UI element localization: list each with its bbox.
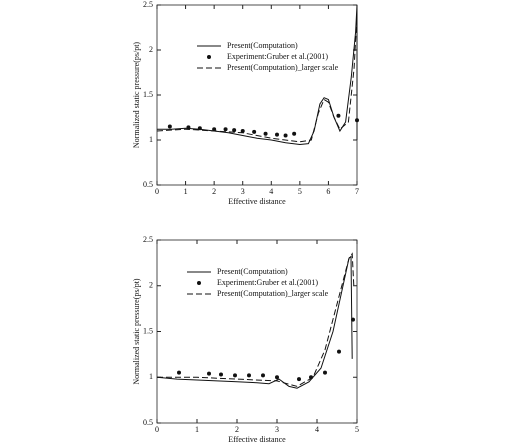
y-tick-label: 1.5 bbox=[143, 90, 153, 99]
data-point bbox=[232, 128, 237, 133]
data-point bbox=[252, 129, 257, 134]
x-tick-label: 0 bbox=[155, 187, 159, 196]
x-tick-label: 2 bbox=[212, 187, 216, 196]
legend-label: Present(Computation) bbox=[227, 41, 298, 50]
data-point bbox=[167, 124, 172, 129]
y-tick-label: 1 bbox=[149, 135, 153, 144]
data-point bbox=[197, 126, 202, 131]
x-tick-label: 6 bbox=[326, 187, 330, 196]
y-tick-label: 0.5 bbox=[143, 180, 153, 189]
data-point bbox=[207, 371, 211, 376]
x-tick-label: 1 bbox=[195, 425, 199, 434]
y-tick-label: 2.5 bbox=[143, 235, 153, 244]
data-point bbox=[223, 127, 228, 132]
plot-frame bbox=[156, 4, 358, 186]
y-tick-label: 2 bbox=[149, 45, 153, 54]
x-tick-label: 4 bbox=[269, 187, 273, 196]
x-tick-label: 4 bbox=[315, 425, 319, 434]
data-point bbox=[283, 133, 288, 138]
y-tick-label: 1 bbox=[149, 372, 153, 381]
x-axis-label: Effective distance bbox=[228, 435, 286, 443]
x-tick-label: 0 bbox=[155, 425, 159, 434]
y-tick-label: 1.5 bbox=[143, 326, 153, 335]
data-point bbox=[336, 113, 341, 118]
data-point bbox=[297, 377, 301, 382]
data-line bbox=[156, 13, 358, 143]
data-point bbox=[292, 131, 297, 136]
y-axis-label: Normalized static pressure(ps/pt) bbox=[132, 42, 141, 149]
data-line bbox=[157, 252, 355, 387]
legend-label: Experiment:Gruber et al.(2001) bbox=[217, 278, 318, 287]
x-axis-label: Effective distance bbox=[228, 197, 286, 206]
legend-marker bbox=[197, 281, 201, 285]
data-point bbox=[186, 125, 191, 130]
legend-label: Present(Computation)_larger scale bbox=[227, 63, 339, 72]
y-axis-label: Normalized static pressure(ps/pt) bbox=[132, 278, 141, 385]
data-point bbox=[212, 127, 217, 132]
x-tick-label: 7 bbox=[355, 187, 359, 196]
data-point bbox=[275, 132, 279, 137]
data-point bbox=[351, 317, 355, 322]
data-line bbox=[157, 4, 358, 146]
data-point bbox=[323, 370, 327, 375]
data-point bbox=[275, 375, 279, 380]
legend-marker bbox=[207, 55, 211, 59]
data-point bbox=[337, 349, 341, 354]
data-point bbox=[219, 372, 223, 377]
legend-label: Experiment:Gruber et al.(2001) bbox=[227, 52, 328, 61]
x-tick-label: 3 bbox=[241, 187, 245, 196]
data-point bbox=[240, 129, 245, 133]
data-point bbox=[177, 370, 181, 375]
data-point bbox=[233, 373, 237, 378]
x-tick-label: 1 bbox=[184, 187, 188, 196]
data-point bbox=[261, 373, 265, 378]
y-tick-label: 0.5 bbox=[143, 418, 153, 427]
x-tick-label: 3 bbox=[275, 425, 279, 434]
data-point bbox=[355, 118, 359, 123]
y-tick-label: 2.5 bbox=[143, 0, 153, 9]
legend-label: Present(Computation)_larger scale bbox=[217, 289, 329, 298]
data-point bbox=[247, 373, 251, 378]
y-tick-label: 2 bbox=[149, 281, 153, 290]
x-tick-label: 5 bbox=[298, 187, 302, 196]
x-tick-label: 5 bbox=[355, 425, 359, 434]
x-tick-label: 2 bbox=[235, 425, 239, 434]
data-line bbox=[156, 255, 353, 389]
legend-label: Present(Computation) bbox=[217, 267, 288, 276]
data-point bbox=[263, 131, 268, 136]
